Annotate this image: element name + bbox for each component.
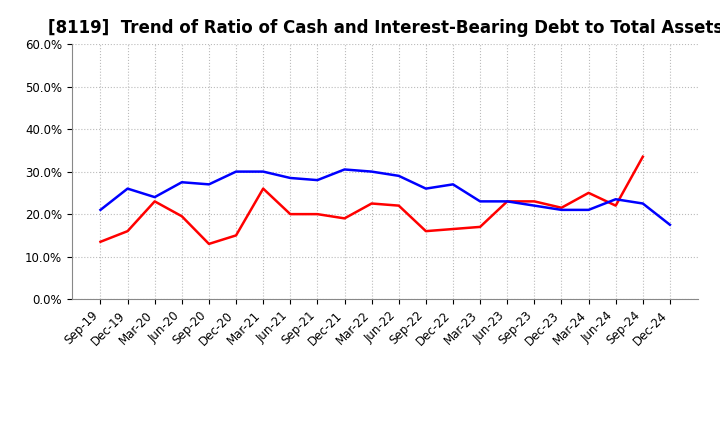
Cash [96,239,105,245]
Cash [286,212,294,217]
Cash [421,228,430,234]
Interest-Bearing Debt [503,199,511,204]
Interest-Bearing Debt [178,180,186,185]
Cash [150,199,159,204]
Line: Cash: Cash [101,157,643,244]
Cash [204,241,213,246]
Interest-Bearing Debt [639,201,647,206]
Interest-Bearing Debt [557,207,566,213]
Line: Interest-Bearing Debt: Interest-Bearing Debt [101,169,670,225]
Interest-Bearing Debt [96,207,105,213]
Title: [8119]  Trend of Ratio of Cash and Interest-Bearing Debt to Total Assets: [8119] Trend of Ratio of Cash and Intere… [48,19,720,37]
Interest-Bearing Debt [232,169,240,174]
Cash [639,154,647,159]
Legend: Cash, Interest-Bearing Debt: Cash, Interest-Bearing Debt [235,439,536,440]
Interest-Bearing Debt [395,173,403,179]
Cash [367,201,376,206]
Interest-Bearing Debt [150,194,159,200]
Cash [584,190,593,195]
Cash [395,203,403,208]
Interest-Bearing Debt [286,176,294,181]
Cash [313,212,322,217]
Interest-Bearing Debt [259,169,268,174]
Interest-Bearing Debt [313,177,322,183]
Cash [178,214,186,219]
Cash [341,216,349,221]
Interest-Bearing Debt [584,207,593,213]
Interest-Bearing Debt [449,182,457,187]
Interest-Bearing Debt [611,197,620,202]
Interest-Bearing Debt [204,182,213,187]
Interest-Bearing Debt [341,167,349,172]
Cash [449,226,457,231]
Interest-Bearing Debt [421,186,430,191]
Interest-Bearing Debt [123,186,132,191]
Interest-Bearing Debt [530,203,539,208]
Cash [259,186,268,191]
Cash [503,199,511,204]
Cash [123,228,132,234]
Cash [530,199,539,204]
Cash [476,224,485,230]
Cash [232,233,240,238]
Interest-Bearing Debt [476,199,485,204]
Cash [611,203,620,208]
Cash [557,205,566,210]
Interest-Bearing Debt [665,222,674,227]
Interest-Bearing Debt [367,169,376,174]
